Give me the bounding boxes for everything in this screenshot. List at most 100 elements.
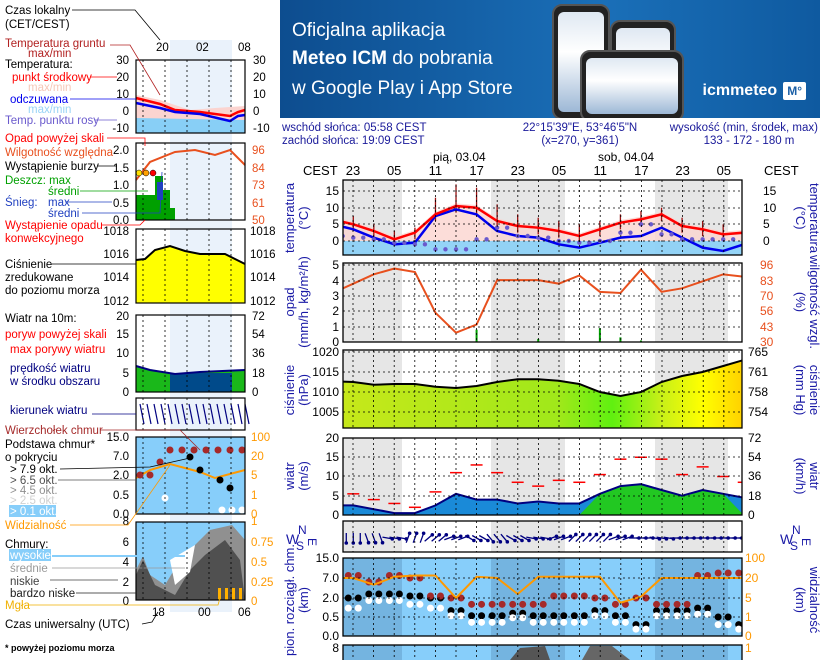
wind-arrow-head [331, 541, 335, 545]
legend-pressure-2: zredukowane [5, 272, 73, 284]
mini-axis-tick: 1018 [250, 226, 276, 238]
wind-arrow-head [472, 538, 476, 543]
cloud-base-dot [395, 590, 403, 598]
mini-wind-arrow [209, 403, 215, 425]
rh-axis-unit: (%) [793, 292, 808, 312]
cloud-base-dot-low-cover [601, 612, 609, 620]
cloud-base-dot [478, 612, 486, 620]
dew-point-dot [689, 237, 695, 242]
cloud-top-dot [498, 600, 506, 608]
mini-axis-tick: 0 [123, 596, 129, 608]
cloud-top-dot [468, 600, 476, 608]
elevation-label: wysokość (min, środek, max) [669, 122, 818, 134]
compass-s: S [296, 539, 304, 553]
mini-cloud-top-dot [166, 446, 174, 454]
cloud-base-dot-low-cover [385, 597, 393, 605]
cloud-base-dot-low-cover [488, 618, 496, 626]
axis-tick: 0 [763, 234, 770, 248]
axis-tick: 72 [748, 431, 762, 445]
pressure-line [343, 359, 742, 398]
dew-point-dot [443, 247, 448, 252]
mini-axis-tick: 15 [116, 329, 129, 341]
mini-axis-tick: 1.5 [113, 163, 129, 175]
wind-arrow-head [430, 532, 435, 537]
axis-tick: 765 [748, 345, 768, 359]
mini-wind-arrow [139, 403, 145, 425]
tz-label-left: CEST [303, 163, 338, 178]
mini-cloud-base-dot-low [218, 506, 226, 514]
cloud-top-dot [642, 594, 650, 602]
cloud-base-dot [591, 607, 599, 615]
cloud-base-dot-low-cover [468, 618, 476, 626]
mini-snow-bar [157, 182, 163, 200]
cloud-top-dot [539, 600, 547, 608]
axis-tick: 0 [332, 508, 339, 522]
mini-wind-arrow [188, 403, 194, 425]
cloud-base-dot-low-cover [653, 612, 661, 620]
wind-arrow-head [373, 540, 378, 545]
mini-pressure-fill [136, 246, 245, 303]
wind-arrow-head [338, 541, 342, 545]
mini-axis-tick: 6 [123, 537, 129, 549]
legend-rain-avg: średni [48, 186, 79, 198]
wind-arrow-head [344, 541, 349, 545]
legend-utc: Czas uniwersalny (UTC) [5, 619, 130, 631]
mini-temp-frame [135, 59, 246, 134]
wind-arrow-head [486, 538, 490, 543]
cloud-base-dot [663, 607, 671, 615]
mini-axis-tick: 20 [116, 72, 129, 84]
legend-ground-temp: Temperatura gruntu [5, 38, 105, 50]
mini-axis-tick: 73 [252, 180, 265, 192]
mini-axis-tick: 0.25 [251, 577, 273, 589]
mini-axis-tick: 36 [252, 348, 265, 360]
mini-local-tick: 08 [238, 42, 251, 54]
wind-arrow-head [616, 534, 620, 539]
mini-wind-arrow [202, 403, 208, 425]
cloud-base-dot [457, 607, 465, 615]
mini-cover-frame [135, 521, 246, 601]
precip-bar [537, 338, 540, 342]
logo-badge: M° [783, 82, 806, 100]
cloud-base-dot [683, 607, 691, 615]
cloud-base-dot-low-cover [509, 614, 517, 622]
mini-wind-arrow [153, 403, 159, 425]
legend-mid-point: punkt środkowy [12, 72, 92, 84]
app-promo-banner[interactable]: Oficjalna aplikacja Meteo ICM do pobrani… [280, 0, 820, 118]
icmmeteo-logo: icmmeteo M° [702, 82, 806, 100]
wind-arrow-head [407, 531, 412, 536]
mini-axis-tick: 2.0 [113, 145, 129, 157]
cloud-top-dot [735, 569, 742, 577]
legend-clouds: Chmury: [5, 539, 48, 551]
axis-tick: 1 [332, 320, 339, 334]
wind-axis-unit: (m/s) [296, 461, 311, 491]
dew-point-dot [669, 232, 674, 237]
cloud-base-dot-low-cover [714, 621, 722, 629]
axis-tick: 0.5 [322, 610, 339, 624]
cloud-base-dot-low-cover [529, 618, 537, 626]
legend-snow-max: max [48, 197, 70, 209]
legend-feels-mm: max/min [28, 104, 71, 116]
logo-text: icmmeteo [702, 82, 778, 99]
dew-point-dot [546, 235, 551, 240]
banner-line-2-rest: do pobrania [387, 48, 493, 69]
rh-axis-title: wilgotność wzgl. [807, 254, 820, 349]
cover-panel-frame [342, 644, 743, 660]
mini-cloud-top-dot [214, 446, 222, 454]
precip-axis-unit: (mm/h, kg/m²/h) [296, 256, 311, 348]
mini-axis-tick: 10 [116, 89, 129, 101]
cloud-top-dot [724, 569, 732, 577]
tz-label-right: CEST [764, 163, 799, 178]
precip-bar [475, 329, 478, 342]
cloud-axis-unit: (km) [296, 587, 311, 613]
dew-point-dot [648, 222, 654, 227]
mini-axis-tick: -10 [253, 123, 270, 135]
mini-humidity-line [135, 148, 246, 181]
axis-tick: 7.0 [322, 571, 339, 585]
dew-point-dot [433, 247, 438, 252]
wind-arrow-head [527, 538, 531, 543]
elevation: wysokość (min, środek, max) 133 - 172 - … [640, 122, 818, 148]
mini-fog-bar [232, 588, 235, 600]
precip-axis-title: opad [282, 288, 297, 317]
legend-local-time: Czas lokalny [5, 5, 70, 17]
legend-okt-01: > 0.1 okt. [10, 506, 58, 518]
